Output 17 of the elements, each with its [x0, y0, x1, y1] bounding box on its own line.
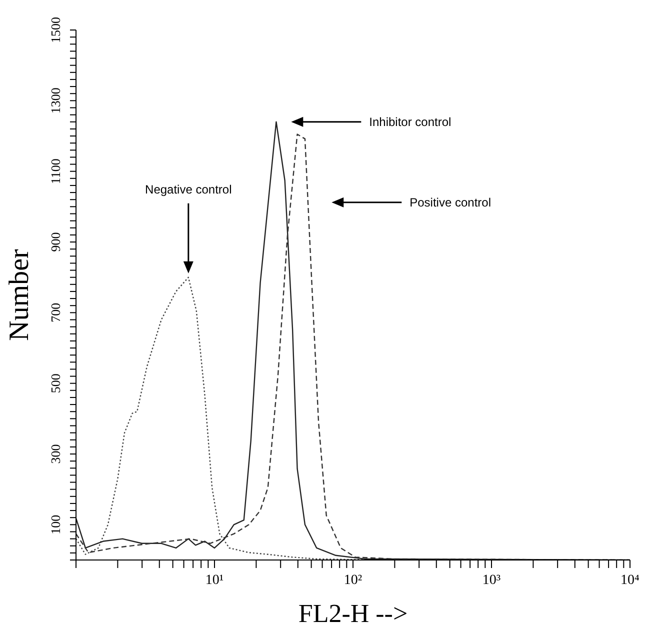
y-tick-label: 300: [48, 444, 63, 464]
y-tick-label: 100: [48, 514, 63, 534]
annotation: Positive control: [410, 195, 492, 210]
y-tick-label: 1100: [48, 158, 63, 184]
y-tick-label: 900: [48, 232, 63, 252]
x-tick-label: 10²: [344, 573, 362, 588]
y-tick-label: 1500: [48, 17, 63, 43]
y-tick-label: 1300: [48, 88, 63, 114]
x-tick-label: 10¹: [205, 573, 224, 588]
x-axis-title: FL2-H -->: [298, 599, 408, 628]
x-tick-label: 10³: [482, 573, 501, 588]
x-tick-label: 10⁴: [620, 573, 640, 588]
annotation: Inhibitor control: [369, 114, 452, 129]
y-tick-label: 500: [48, 374, 63, 394]
y-axis-title: Number: [4, 248, 35, 341]
annotation: Negative control: [145, 182, 232, 196]
y-tick-label: 700: [48, 302, 63, 322]
